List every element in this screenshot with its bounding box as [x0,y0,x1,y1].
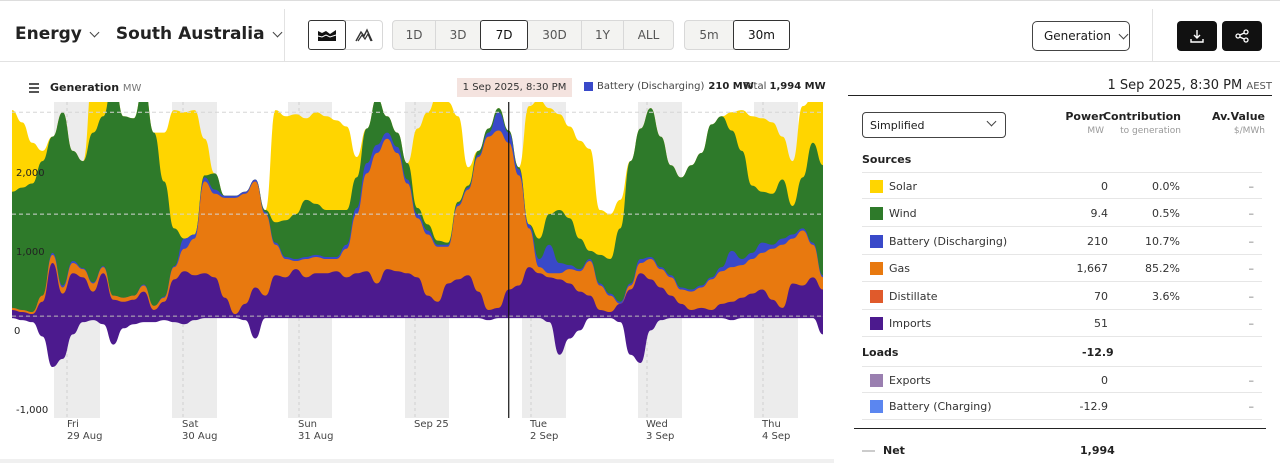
net-row: Net [862,444,905,457]
share-icon [1235,29,1249,43]
stacked-area-icon [317,30,337,41]
solar-swatch [870,180,883,193]
hover-series-name: Battery (Discharging) [597,81,705,92]
chart-unit: MW [122,83,142,94]
chart-svg[interactable] [12,102,823,418]
x-tick-label: Sat 30 Aug [182,419,218,442]
battery-charging-swatch [870,400,883,413]
wind-swatch [870,207,883,220]
generation-chart[interactable] [12,102,823,418]
chart-title: Generation MW [50,81,141,94]
download-button[interactable] [1177,21,1217,51]
source-row-imports[interactable]: Imports 51 – [862,310,1262,337]
imports-swatch [870,317,883,330]
chart-panel: Generation MW 1 Sep 2025, 8:30 PM Batter… [0,70,834,463]
summary-timestamp: 1 Sep 2025, 8:30 PM AEST [1107,78,1272,93]
column-contribution: Contribution to generation [1102,110,1181,136]
line-chart-icon [355,28,373,42]
divider [1152,9,1153,61]
chart-scrollbar[interactable] [0,459,834,463]
chart-header: Generation MW 1 Sep 2025, 8:30 PM Batter… [0,78,834,100]
range-30d[interactable]: 30D [527,20,582,50]
interval-selector: 5m 30m [684,20,790,50]
source-row-wind[interactable]: Wind 9.4 0.5% – [862,200,1262,227]
total-value: 1,994 MW [769,81,826,92]
summary-timestamp-text: 1 Sep 2025, 8:30 PM [1107,78,1243,93]
hover-series: Battery (Discharging) 210 MW [584,81,754,92]
y-tick-label: 0 [14,326,21,337]
net-label: Net [883,444,905,457]
gas-swatch [870,262,883,275]
mode-select-label: Simplified [870,118,925,132]
total-label: Total [743,81,767,92]
loads-total: -12.9 [1082,346,1114,359]
loads-heading: Loads [862,346,899,359]
column-value: Av.Value $/MWh [1212,110,1265,136]
line-chart-button[interactable] [345,20,383,50]
net-line-icon [862,449,875,452]
series-gas-area[interactable] [12,130,823,317]
mode-select[interactable]: Simplified [862,112,1006,138]
divider [854,428,1266,429]
divider [284,9,285,61]
region-label: South Australia [115,24,265,44]
battery-swatch [584,82,593,91]
battery-swatch [870,235,883,248]
view-select[interactable]: Generation [1032,21,1130,51]
interval-5m[interactable]: 5m [684,20,734,50]
region-dropdown[interactable]: South Australia [115,24,283,44]
x-tick-label: Thu 4 Sep [762,419,791,442]
share-button[interactable] [1222,21,1262,51]
range-1d[interactable]: 1D [392,20,436,50]
chevron-down-icon [1118,29,1129,39]
range-3d[interactable]: 3D [435,20,481,50]
x-tick-label: Sep 25 [414,419,449,430]
chevron-down-icon [986,116,997,127]
download-icon [1190,30,1204,43]
range-selector: 1D 3D 7D 30D 1Y ALL [392,20,674,50]
hover-series-value: 210 MW [708,81,754,92]
source-row-solar[interactable]: Solar 0 0.0% – [862,172,1262,199]
range-1y[interactable]: 1Y [581,20,624,50]
load-row-battery-charging[interactable]: Battery (Charging) -12.9 – [862,393,1262,420]
x-tick-label: Tue 2 Sep [530,419,559,442]
source-row-distillate[interactable]: Distillate 70 3.6% – [862,283,1262,310]
energy-dropdown[interactable]: Energy [15,24,100,44]
chart-title-text: Generation [50,81,120,94]
divider [848,95,1272,96]
net-value: 1,994 [1080,444,1115,457]
menu-icon[interactable] [29,83,39,95]
interval-30m[interactable]: 30m [733,20,790,50]
chevron-down-icon [89,27,100,37]
sources-heading: Sources [862,153,912,166]
source-row-gas[interactable]: Gas 1,667 85.2% – [862,255,1262,282]
y-tick-label: 2,000 [16,168,45,179]
distillate-swatch [870,290,883,303]
series-imports-area[interactable] [12,263,823,317]
y-tick-label: 1,000 [16,247,45,258]
column-power: Power MW [1065,110,1104,136]
x-tick-label: Sun 31 Aug [298,419,334,442]
y-tick-label: -1,000 [16,405,49,416]
title-group: Energy South Australia [15,24,283,44]
range-7d[interactable]: 7D [480,20,528,50]
view-select-label: Generation [1044,29,1111,43]
hover-time-chip: 1 Sep 2025, 8:30 PM [457,78,572,97]
load-row-exports[interactable]: Exports 0 – [862,366,1262,393]
summary-panel: 1 Sep 2025, 8:30 PM AEST Simplified Powe… [848,70,1280,463]
hover-total: Total 1,994 MW [743,81,826,92]
top-bar: Energy South Australia 1D 3D 7D 30D 1Y [0,0,1280,62]
source-row-battery-discharging[interactable]: Battery (Discharging) 210 10.7% – [862,228,1262,255]
range-all[interactable]: ALL [623,20,674,50]
energy-label: Energy [15,24,82,44]
chevron-down-icon [272,27,283,37]
x-tick-label: Fri 29 Aug [67,419,103,442]
stacked-area-button[interactable] [308,20,346,50]
chart-type-toggle [308,20,383,50]
summary-timezone: AEST [1246,81,1272,92]
exports-swatch [870,374,883,387]
x-tick-label: Wed 3 Sep [646,419,675,442]
